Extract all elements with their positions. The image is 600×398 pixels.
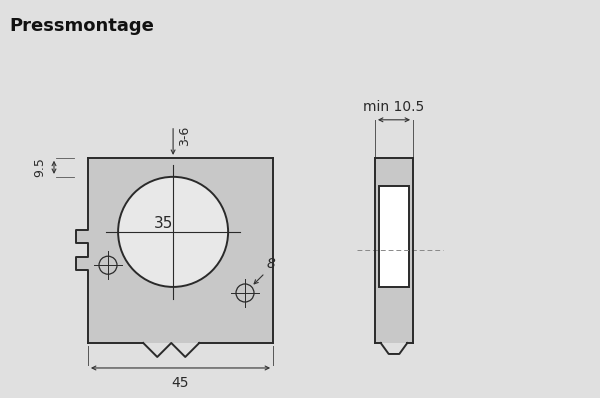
Text: 9.5: 9.5 <box>33 157 46 177</box>
Bar <box>76 257 88 270</box>
Text: min 10.5: min 10.5 <box>364 100 425 114</box>
Bar <box>88 158 273 343</box>
Text: Pressmontage: Pressmontage <box>9 17 154 35</box>
Text: 45: 45 <box>172 376 189 390</box>
Bar <box>379 185 409 287</box>
Text: 35: 35 <box>154 217 173 231</box>
Circle shape <box>118 177 228 287</box>
Bar <box>375 158 413 343</box>
Bar <box>76 230 88 243</box>
Text: 3-6: 3-6 <box>178 126 191 146</box>
Circle shape <box>99 256 117 274</box>
Circle shape <box>236 284 254 302</box>
Text: 8: 8 <box>267 257 276 271</box>
